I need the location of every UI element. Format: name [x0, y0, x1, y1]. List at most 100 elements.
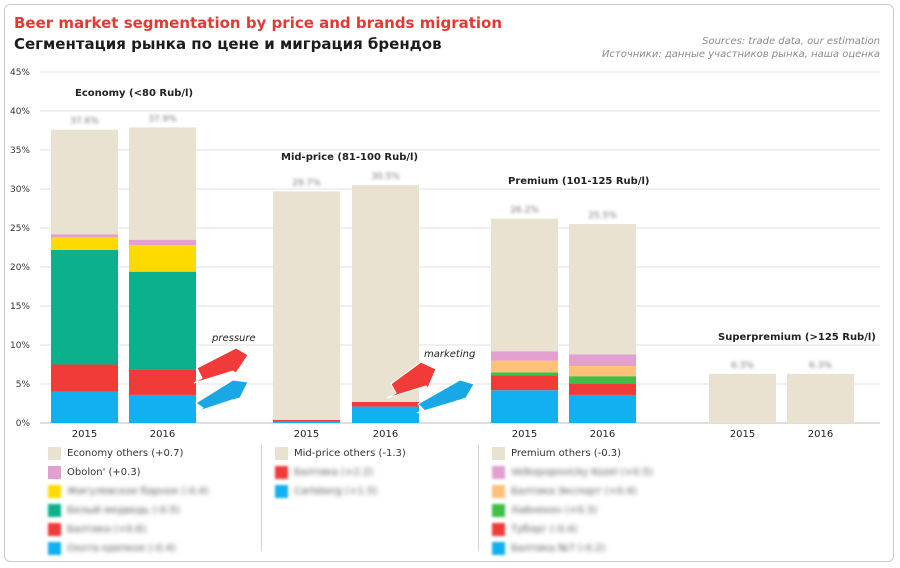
legend-swatch	[492, 466, 505, 479]
legend-divider	[261, 445, 262, 551]
bar-total-label: 6.3%	[809, 361, 832, 371]
legend-swatch	[48, 542, 61, 555]
bar-segment	[129, 127, 196, 240]
legend-swatch	[48, 523, 61, 536]
bar-segment	[352, 185, 419, 402]
legend-swatch	[275, 466, 288, 479]
bar-segment	[491, 360, 558, 373]
bar-segment	[273, 421, 340, 423]
legend-label: Балтика (+2.2)	[294, 467, 374, 478]
legend-item: Охота крепкое (-0.4)	[48, 539, 209, 558]
legend-label: Velkopopovicky Kozel (+0.5)	[511, 467, 653, 478]
legend-label: Балтика №7 (-0.2)	[511, 543, 606, 554]
bar-segment	[51, 364, 118, 392]
y-tick-label: 25%	[10, 224, 30, 234]
legend-swatch	[48, 447, 61, 460]
bar-segment	[569, 366, 636, 377]
bar-segment	[569, 354, 636, 367]
legend-item: Балтика Экспорт (+0.4)	[492, 482, 653, 501]
chart-title-en: Beer market segmentation by price and br…	[14, 14, 503, 32]
segment-group-label: Superpremium (>125 Rub/l)	[718, 332, 876, 343]
bar-total-label: 37.6%	[70, 117, 99, 127]
bar-total-label: 25.5%	[588, 211, 617, 221]
legend-label: Жигулевское барное (-0.4)	[67, 486, 209, 497]
bar-total-label: 26.2%	[510, 206, 539, 216]
legend-item: Economy others (+0.7)	[48, 444, 209, 463]
legend-item: Балтика (+2.2)	[275, 463, 406, 482]
y-tick-label: 5%	[16, 380, 31, 390]
bar-total-label: 29.7%	[292, 178, 321, 188]
legend-mid-price: Mid-price others (-1.3) Балтика (+2.2) Car…	[275, 444, 406, 501]
y-tick-label: 40%	[10, 107, 30, 117]
segment-group-label: Economy (<80 Rub/l)	[75, 88, 193, 99]
bar-segment	[569, 383, 636, 395]
bar-segment	[51, 391, 118, 423]
legend-label: Obolon' (+0.3)	[67, 467, 141, 478]
annotation-marketing: marketing	[424, 349, 475, 360]
bar-segment	[569, 376, 636, 384]
legend-swatch	[48, 485, 61, 498]
bar-segment	[129, 369, 196, 395]
bar-segment	[787, 373, 854, 423]
bar-total-label: 30.5%	[371, 172, 400, 182]
legend-swatch	[275, 447, 288, 460]
legend-swatch	[492, 485, 505, 498]
legend-swatch	[492, 504, 505, 517]
legend-item: Жигулевское барное (-0.4)	[48, 482, 209, 501]
x-tick-label: 2015	[512, 429, 537, 440]
x-tick-label: 2016	[590, 429, 615, 440]
bar-segment	[491, 390, 558, 423]
legend-label: Economy others (+0.7)	[67, 448, 184, 459]
legend-label: Premium others (-0.3)	[511, 448, 622, 459]
legend-label: Балтика (+0.6)	[67, 524, 147, 535]
x-tick-label: 2016	[150, 429, 175, 440]
x-tick-label: 2015	[72, 429, 97, 440]
arrow-blue-mid-price	[416, 379, 475, 414]
legend-swatch	[275, 485, 288, 498]
bar-segment	[352, 406, 419, 423]
legend-divider	[478, 445, 479, 551]
legend-item: Mid-price others (-1.3)	[275, 444, 406, 463]
bar-segment	[51, 234, 118, 238]
y-tick-label: 30%	[10, 185, 30, 195]
legend-label: Mid-price others (-1.3)	[294, 448, 406, 459]
legend-swatch	[48, 466, 61, 479]
bar-segment	[709, 373, 776, 423]
legend-item: Белый медведь (-0.5)	[48, 501, 209, 520]
bar-segment	[569, 394, 636, 423]
bar-total-label: 37.9%	[148, 114, 177, 124]
arrow-red-economy	[193, 347, 249, 384]
bar-segment	[51, 249, 118, 365]
x-tick-label: 2015	[730, 429, 755, 440]
legend-label: Туборг (-0.4)	[511, 524, 578, 535]
bar-segment	[51, 237, 118, 250]
legend-item: Балтика (+0.6)	[48, 520, 209, 539]
bar-segment	[273, 419, 340, 422]
bar-segment	[129, 245, 196, 272]
y-tick-label: 15%	[10, 302, 30, 312]
bar-segment	[273, 191, 340, 420]
x-tick-label: 2016	[373, 429, 398, 440]
y-tick-label: 10%	[10, 341, 30, 351]
bar-segment	[491, 372, 558, 376]
bar-segment	[491, 351, 558, 361]
bar-segment	[569, 224, 636, 355]
x-tick-label: 2015	[294, 429, 319, 440]
legend-item: Балтика №7 (-0.2)	[492, 539, 653, 558]
legend-swatch	[492, 523, 505, 536]
bar-segment	[129, 394, 196, 423]
source-note-en: Sources: trade data, our estimation	[702, 36, 880, 47]
bar-segment	[129, 239, 196, 246]
segment-group-label: Mid-price (81-100 Rub/l)	[281, 152, 418, 163]
arrow-red-mid-price	[386, 361, 437, 399]
legend-item: Velkopopovicky Kozel (+0.5)	[492, 463, 653, 482]
legend-item: Туборг (-0.4)	[492, 520, 653, 539]
y-tick-label: 35%	[10, 146, 30, 156]
source-note-ru: Источники: данные участников рынка, наша…	[601, 49, 880, 60]
legend-item: Carlsberg (+1.5)	[275, 482, 406, 501]
legend-swatch	[492, 447, 505, 460]
legend-label: Охота крепкое (-0.4)	[67, 543, 176, 554]
legend-item: Premium others (-0.3)	[492, 444, 653, 463]
legend-label: Балтика Экспорт (+0.4)	[511, 486, 637, 497]
